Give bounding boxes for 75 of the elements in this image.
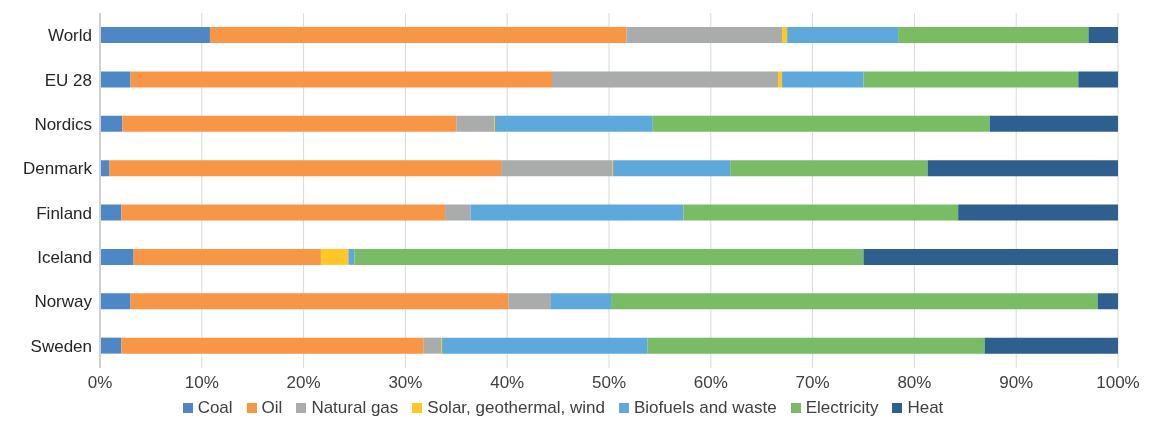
y-tick-label: Nordics [34, 114, 92, 134]
bar [613, 160, 731, 177]
legend-label: Electricity [805, 398, 879, 418]
bar [100, 115, 123, 132]
bar [100, 248, 134, 265]
bar [122, 115, 457, 132]
bar [354, 248, 864, 265]
legend-label: Oil [261, 398, 283, 418]
bar [442, 337, 648, 354]
bar [927, 160, 1118, 177]
legend-label: Coal [197, 398, 233, 418]
y-tick-label: Denmark [23, 159, 93, 179]
bar [984, 337, 1118, 354]
y-tick-label: Norway [34, 292, 93, 312]
y-tick-label: Sweden [30, 336, 92, 356]
bar [1097, 293, 1118, 310]
bar [863, 71, 1079, 88]
bar [647, 337, 985, 354]
bar [551, 71, 778, 88]
bar [348, 248, 355, 265]
bar [730, 160, 928, 177]
y-tick-label: EU 28 [44, 70, 92, 90]
x-tick-label: 100% [1096, 373, 1140, 393]
bar [100, 204, 122, 221]
bar [626, 27, 783, 43]
bar [121, 337, 424, 354]
bar [445, 204, 471, 221]
x-tick-label: 10% [184, 373, 219, 393]
x-tick-label: 80% [897, 373, 932, 393]
bar [782, 71, 864, 88]
bar [652, 115, 990, 132]
x-tick-label: 30% [388, 373, 423, 393]
legend-label: Biofuels and waste [633, 398, 777, 418]
bar [100, 71, 131, 88]
x-tick-label: 40% [490, 373, 525, 393]
bar [100, 293, 131, 310]
legend-label: Heat [907, 398, 944, 418]
bar [898, 27, 1089, 43]
x-tick-label: 0% [87, 373, 113, 393]
bar [423, 337, 442, 354]
bar [1078, 71, 1118, 88]
x-tick-label: 20% [286, 373, 321, 393]
bar [683, 204, 959, 221]
bar [989, 115, 1118, 132]
bar [470, 204, 684, 221]
bar [100, 337, 122, 354]
bar [777, 71, 783, 88]
bar [501, 160, 613, 177]
bar [958, 204, 1118, 221]
bar [109, 160, 502, 177]
bar [121, 204, 446, 221]
y-tick-label: World [47, 26, 92, 46]
bar [1088, 27, 1118, 43]
legend-label: Natural gas [311, 398, 399, 418]
legend-label: Solar, geothermal, wind [427, 398, 605, 418]
x-tick-label: 60% [693, 373, 728, 393]
bar [320, 248, 349, 265]
bar [456, 115, 494, 132]
bar [787, 27, 899, 43]
bar [508, 293, 551, 310]
x-tick-label: 50% [591, 373, 627, 393]
y-tick-label: Iceland [37, 248, 92, 268]
bar [130, 71, 552, 88]
bar [494, 115, 653, 132]
bar [550, 293, 612, 310]
bar [611, 293, 1098, 310]
bar [782, 27, 788, 43]
bar [863, 248, 1118, 265]
bar [100, 27, 210, 43]
x-tick-label: 90% [999, 373, 1034, 393]
y-tick-label: Finland [36, 203, 92, 223]
bar [130, 293, 509, 310]
bar [209, 27, 627, 43]
x-tick-label: 70% [795, 373, 830, 393]
bar [133, 248, 321, 265]
